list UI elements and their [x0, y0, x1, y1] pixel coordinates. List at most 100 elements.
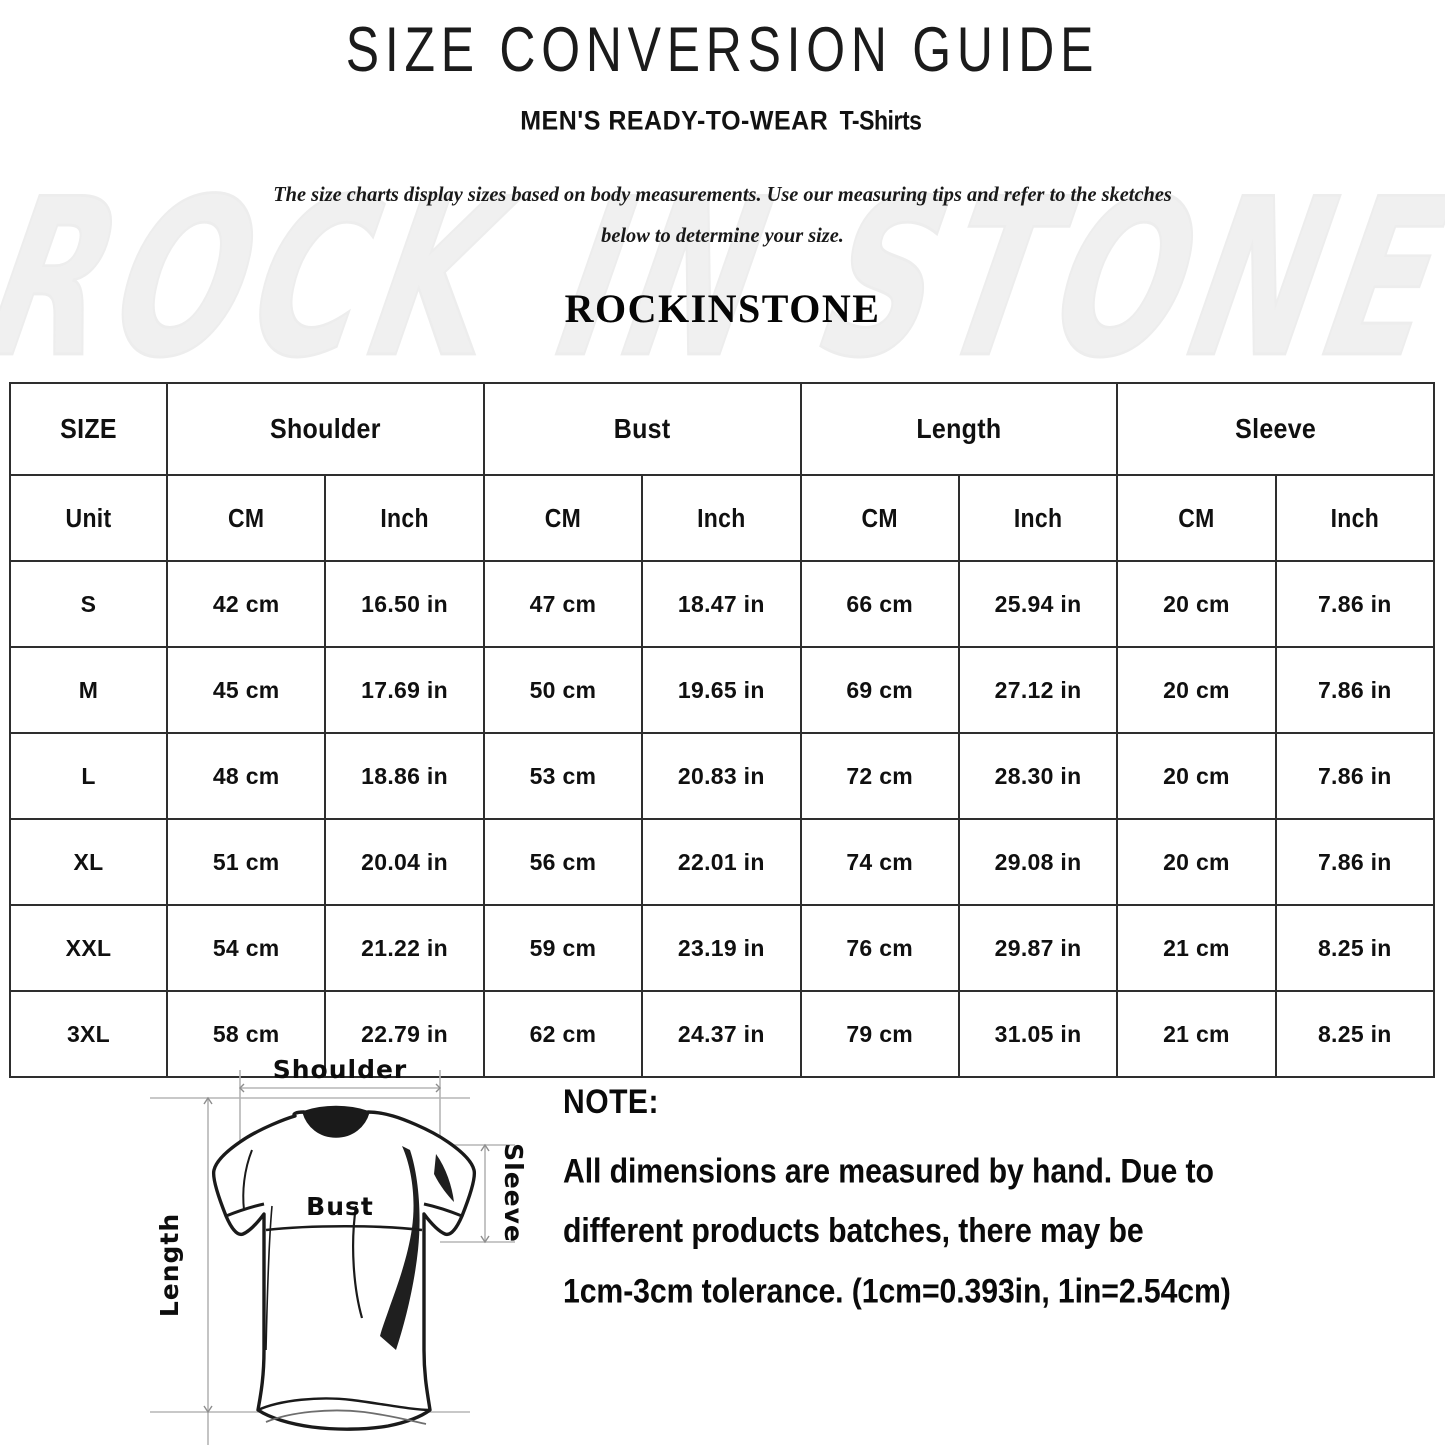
cell-shoulder-cm: 54 cm [165, 904, 327, 992]
cell-bust-cm: 47 cm [482, 560, 644, 648]
subtitle-main: MEN'S READY-TO-WEAR [520, 105, 829, 136]
table-row: XL 51 cm 20.04 in 56 cm 22.01 in 74 cm 2… [9, 818, 1436, 906]
cell-shoulder-inch: 16.50 in [324, 560, 485, 648]
header-cell-group-length: Length [799, 382, 1119, 476]
table-row: L 48 cm 18.86 in 53 cm 20.83 in 72 cm 28… [9, 732, 1436, 820]
cell-length-cm: 74 cm [799, 818, 960, 906]
note-title: NOTE: [563, 1081, 659, 1122]
tshirt-diagram-svg: Shoulder Bust Sleeve Length [150, 1055, 528, 1445]
cell-size: 3XL [9, 990, 168, 1078]
cell-sleeve-cm: 20 cm [1116, 732, 1277, 820]
cell-bust-inch: 24.37 in [641, 990, 802, 1078]
cell-size: XL [9, 818, 168, 906]
cell-size: XXL [9, 904, 168, 992]
header-cell-unit-sleeve-cm: CM [1116, 474, 1277, 562]
header-cell-group-shoulder: Shoulder [166, 382, 485, 476]
cell-shoulder-inch: 21.22 in [324, 904, 485, 992]
cell-size: L [9, 732, 168, 820]
sketch-label-bust: Bust [306, 1192, 374, 1221]
cell-length-inch: 25.94 in [957, 560, 1119, 648]
header-cell-unit-shoulder-inch: Inch [324, 474, 485, 562]
cell-bust-inch: 18.47 in [641, 560, 802, 648]
page-description: The size charts display sizes based on b… [22, 174, 1424, 256]
cell-shoulder-inch: 22.79 in [324, 990, 485, 1078]
cell-sleeve-inch: 7.86 in [1274, 560, 1436, 648]
cell-sleeve-inch: 7.86 in [1274, 818, 1436, 906]
cell-shoulder-cm: 48 cm [165, 732, 327, 820]
header-block: SIZE CONVERSION GUIDE MEN'S READY-TO-WEA… [0, 0, 1445, 332]
cell-bust-cm: 62 cm [482, 990, 644, 1078]
subtitle-product: T-Shirts [839, 105, 922, 136]
cell-length-cm: 76 cm [799, 904, 960, 992]
cell-length-inch: 29.08 in [957, 818, 1119, 906]
cell-bust-cm: 59 cm [482, 904, 644, 992]
cell-shoulder-cm: 42 cm [165, 560, 327, 648]
page-title: SIZE CONVERSION GUIDE [345, 14, 1100, 86]
cell-bust-cm: 53 cm [482, 732, 644, 820]
cell-bust-cm: 56 cm [482, 818, 644, 906]
cell-shoulder-inch: 17.69 in [324, 646, 485, 734]
cell-size: S [9, 560, 168, 648]
description-line-1: The size charts display sizes based on b… [273, 181, 1172, 206]
cell-sleeve-inch: 7.86 in [1274, 732, 1436, 820]
cell-length-inch: 29.87 in [957, 904, 1119, 992]
cell-sleeve-cm: 20 cm [1116, 818, 1277, 906]
note-block: NOTE: All dimensions are measured by han… [563, 1081, 1393, 1310]
brand-name: ROCKINSTONE [564, 286, 881, 332]
header-cell-unit-bust-inch: Inch [641, 474, 802, 562]
dimension-arrow-caps [203, 1083, 490, 1414]
cell-sleeve-cm: 21 cm [1116, 904, 1277, 992]
note-line-1: All dimensions are measured by hand. Due… [563, 1151, 1214, 1191]
tshirt-shape [211, 1105, 477, 1431]
sketch-label-shoulder: Shoulder [273, 1055, 408, 1084]
cell-sleeve-inch: 8.25 in [1274, 904, 1436, 992]
header-cell-unit-length-inch: Inch [957, 474, 1119, 562]
cell-sleeve-cm: 20 cm [1116, 560, 1277, 648]
header-cell-unit: Unit [9, 474, 168, 562]
header-cell-unit-sleeve-inch: Inch [1274, 474, 1436, 562]
header-cell-group-sleeve: Sleeve [1116, 382, 1435, 476]
sketch-label-length: Length [155, 1213, 184, 1317]
header-cell-unit-shoulder-cm: CM [165, 474, 327, 562]
size-table: SIZE Shoulder Bust Length Sleeve Unit [9, 382, 1436, 1078]
cell-bust-inch: 22.01 in [641, 818, 802, 906]
table-row: 3XL 58 cm 22.79 in 62 cm 24.37 in 79 cm … [9, 990, 1436, 1078]
tshirt-measurement-diagram: Shoulder Bust Sleeve Length [140, 1050, 540, 1445]
cell-shoulder-inch: 20.04 in [324, 818, 485, 906]
cell-length-cm: 66 cm [799, 560, 960, 648]
cell-bust-inch: 23.19 in [641, 904, 802, 992]
description-line-2: below to determine your size. [601, 222, 844, 247]
header-cell-size: SIZE [9, 382, 168, 476]
cell-sleeve-inch: 7.86 in [1274, 646, 1436, 734]
bottom-section: Shoulder Bust Sleeve Length NOTE: All di… [0, 1042, 1445, 1445]
page-subtitle: MEN'S READY-TO-WEAR T-Shirts [0, 105, 1445, 136]
header-cell-group-bust: Bust [482, 382, 802, 476]
cell-shoulder-inch: 18.86 in [324, 732, 485, 820]
header-cell-unit-bust-cm: CM [482, 474, 644, 562]
note-body: All dimensions are measured by hand. Due… [563, 1142, 1372, 1321]
size-table-body: SIZE Shoulder Bust Length Sleeve Unit [9, 382, 1436, 1078]
cell-length-cm: 72 cm [799, 732, 960, 820]
cell-sleeve-inch: 8.25 in [1274, 990, 1436, 1078]
cell-shoulder-cm: 45 cm [165, 646, 327, 734]
cell-bust-cm: 50 cm [482, 646, 644, 734]
size-table-container: SIZE Shoulder Bust Length Sleeve Unit [9, 382, 1436, 1078]
cell-shoulder-cm: 51 cm [165, 818, 327, 906]
cell-length-inch: 27.12 in [957, 646, 1119, 734]
cell-size: M [9, 646, 168, 734]
table-row: S 42 cm 16.50 in 47 cm 18.47 in 66 cm 25… [9, 560, 1436, 648]
cell-bust-inch: 19.65 in [641, 646, 802, 734]
cell-length-cm: 69 cm [799, 646, 960, 734]
sketch-label-sleeve: Sleeve [499, 1143, 528, 1243]
header-cell-unit-length-cm: CM [799, 474, 960, 562]
cell-bust-inch: 20.83 in [641, 732, 802, 820]
note-line-2: different products batches, there may be [563, 1211, 1144, 1251]
cell-length-cm: 79 cm [799, 990, 960, 1078]
note-line-3: 1cm-3cm tolerance. (1cm=0.393in, 1in=2.5… [563, 1271, 1231, 1310]
cell-shoulder-cm: 58 cm [165, 990, 327, 1078]
cell-sleeve-cm: 20 cm [1116, 646, 1277, 734]
table-row: XXL 54 cm 21.22 in 59 cm 23.19 in 76 cm … [9, 904, 1436, 992]
cell-sleeve-cm: 21 cm [1116, 990, 1277, 1078]
cell-length-inch: 31.05 in [957, 990, 1119, 1078]
table-row: M 45 cm 17.69 in 50 cm 19.65 in 69 cm 27… [9, 646, 1436, 734]
